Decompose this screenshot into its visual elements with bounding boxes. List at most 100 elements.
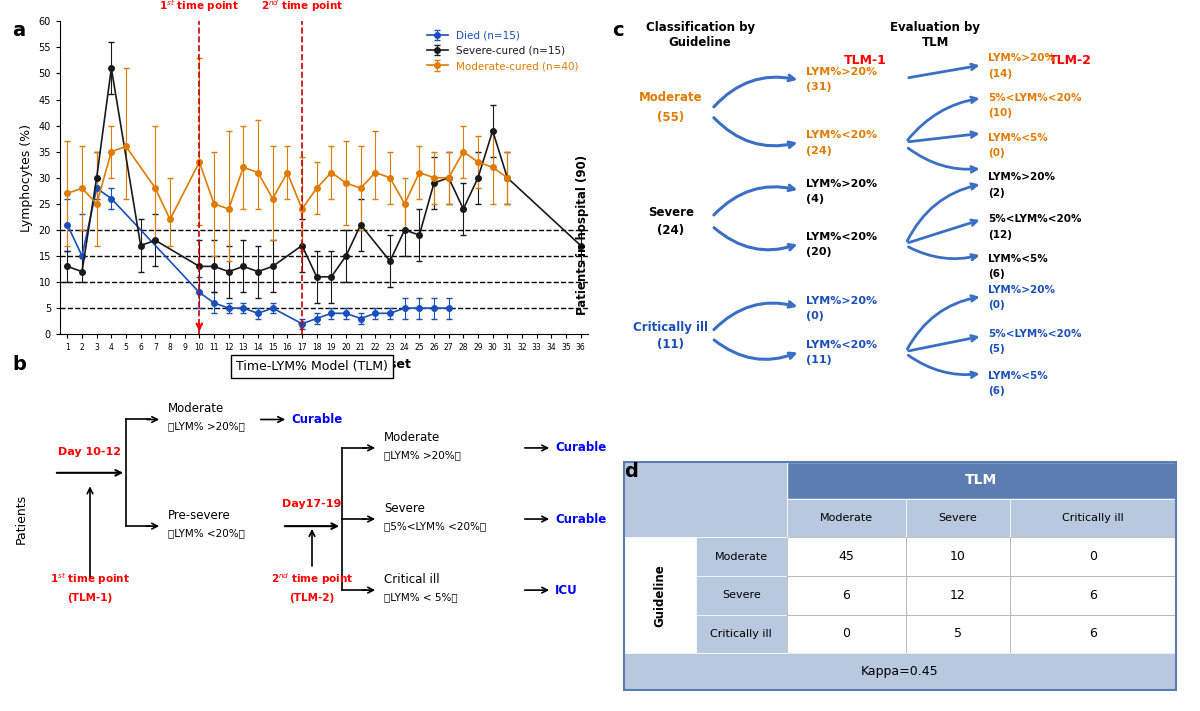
Text: (14): (14) bbox=[989, 69, 1013, 79]
X-axis label: Days after disease onset: Days after disease onset bbox=[238, 358, 410, 370]
Text: 5: 5 bbox=[954, 627, 962, 641]
Text: （LYM% >20%）: （LYM% >20%） bbox=[168, 422, 245, 432]
Text: Evaluation by
TLM: Evaluation by TLM bbox=[890, 21, 980, 49]
Legend: Died (n=15), Severe-cured (n=15), Moderate-cured (n=40): Died (n=15), Severe-cured (n=15), Modera… bbox=[422, 26, 583, 75]
Text: a: a bbox=[12, 21, 25, 41]
Text: (11): (11) bbox=[806, 356, 832, 365]
Text: (20): (20) bbox=[806, 247, 832, 257]
Text: (5): (5) bbox=[989, 344, 1006, 354]
Text: LYM%>20%: LYM%>20% bbox=[806, 67, 877, 77]
Text: Guideline: Guideline bbox=[653, 564, 666, 626]
Text: (11): (11) bbox=[658, 338, 684, 351]
Text: Severe: Severe bbox=[648, 206, 694, 219]
Bar bbox=[696, 614, 787, 653]
Text: LYM%<5%: LYM%<5% bbox=[989, 370, 1048, 380]
Text: 5%<LYM%<20%: 5%<LYM%<20% bbox=[989, 214, 1082, 224]
Text: (4): (4) bbox=[806, 194, 824, 204]
Text: （LYM% <20%）: （LYM% <20%） bbox=[168, 528, 245, 538]
Text: Curable: Curable bbox=[554, 513, 606, 525]
Text: Classification by
Guideline: Classification by Guideline bbox=[646, 21, 755, 49]
Bar bbox=[1010, 576, 1176, 614]
Text: 5%<LYM%<20%: 5%<LYM%<20% bbox=[989, 93, 1082, 103]
Text: 10: 10 bbox=[950, 550, 966, 563]
Text: (2): (2) bbox=[989, 188, 1006, 198]
Text: (55): (55) bbox=[658, 112, 684, 124]
Text: (0): (0) bbox=[989, 300, 1006, 310]
Bar bbox=[787, 614, 906, 653]
Text: Moderate: Moderate bbox=[168, 402, 224, 415]
Text: 12: 12 bbox=[950, 589, 966, 602]
Text: Critically ill: Critically ill bbox=[710, 629, 772, 639]
Text: LYM%<5%: LYM%<5% bbox=[989, 254, 1048, 264]
Text: 5%<LYM%<20%: 5%<LYM%<20% bbox=[989, 328, 1082, 339]
Text: 1$^{st}$ time point: 1$^{st}$ time point bbox=[50, 571, 130, 587]
Text: Severe: Severe bbox=[938, 513, 977, 523]
Text: (6): (6) bbox=[989, 269, 1006, 279]
Bar bbox=[624, 462, 787, 538]
Bar bbox=[1010, 614, 1176, 653]
Bar bbox=[624, 653, 1176, 690]
Text: Patients in hospital (90): Patients in hospital (90) bbox=[576, 154, 589, 315]
Bar bbox=[787, 462, 1176, 498]
Text: (0): (0) bbox=[806, 311, 824, 321]
Text: (TLM-2): (TLM-2) bbox=[289, 593, 335, 603]
Text: Moderate: Moderate bbox=[638, 92, 703, 105]
Text: LYM%>20%: LYM%>20% bbox=[989, 172, 1055, 182]
Text: 1$^{st}$ time point: 1$^{st}$ time point bbox=[160, 0, 239, 14]
Text: b: b bbox=[12, 356, 26, 375]
Text: TLM-2: TLM-2 bbox=[1049, 54, 1092, 67]
Text: Moderate: Moderate bbox=[384, 431, 440, 444]
Text: LYM%>20%: LYM%>20% bbox=[806, 296, 877, 306]
Text: Severe: Severe bbox=[384, 502, 425, 515]
Bar bbox=[696, 538, 787, 576]
Text: （5%<LYM% <20%）: （5%<LYM% <20%） bbox=[384, 521, 486, 531]
Bar bbox=[906, 538, 1010, 576]
Text: 0: 0 bbox=[1090, 550, 1097, 563]
Text: (12): (12) bbox=[989, 230, 1013, 240]
Text: Kappa=0.45: Kappa=0.45 bbox=[862, 665, 938, 678]
Bar bbox=[1010, 538, 1176, 576]
Text: 6: 6 bbox=[842, 589, 850, 602]
Bar bbox=[787, 538, 906, 576]
Bar bbox=[696, 576, 787, 614]
Text: 45: 45 bbox=[839, 550, 854, 563]
Text: Day17-19: Day17-19 bbox=[282, 498, 342, 508]
Text: Critically ill: Critically ill bbox=[634, 321, 708, 333]
Text: 0: 0 bbox=[842, 627, 850, 641]
Text: (TLM-1): (TLM-1) bbox=[67, 593, 113, 603]
Bar bbox=[787, 576, 906, 614]
Text: （LYM% < 5%）: （LYM% < 5%） bbox=[384, 592, 457, 602]
Text: LYM%<20%: LYM%<20% bbox=[806, 340, 877, 350]
Text: Time-LYM% Model (TLM): Time-LYM% Model (TLM) bbox=[236, 360, 388, 373]
Text: LYM%<20%: LYM%<20% bbox=[806, 232, 877, 242]
Text: 2$^{nd}$ time point: 2$^{nd}$ time point bbox=[260, 0, 343, 14]
Text: Moderate: Moderate bbox=[820, 513, 872, 523]
Text: c: c bbox=[612, 21, 624, 41]
Text: Moderate: Moderate bbox=[715, 552, 768, 562]
Bar bbox=[906, 576, 1010, 614]
Text: (24): (24) bbox=[806, 146, 832, 156]
Text: 6: 6 bbox=[1090, 589, 1097, 602]
Y-axis label: Lymphocytes (%): Lymphocytes (%) bbox=[20, 124, 32, 232]
Bar bbox=[906, 498, 1010, 538]
Text: （LYM% >20%）: （LYM% >20%） bbox=[384, 450, 461, 460]
Text: Critically ill: Critically ill bbox=[1062, 513, 1124, 523]
Text: LYM%>20%: LYM%>20% bbox=[806, 179, 877, 189]
Text: (6): (6) bbox=[989, 386, 1006, 396]
Text: Curable: Curable bbox=[554, 442, 606, 454]
Text: Severe: Severe bbox=[722, 590, 761, 600]
Text: Patients: Patients bbox=[14, 494, 28, 544]
Bar bbox=[906, 614, 1010, 653]
Text: LYM%>20%: LYM%>20% bbox=[989, 284, 1055, 295]
Text: LYM%<5%: LYM%<5% bbox=[989, 133, 1048, 143]
Text: d: d bbox=[624, 462, 638, 481]
Text: 2$^{nd}$ time point: 2$^{nd}$ time point bbox=[271, 571, 353, 587]
Text: (31): (31) bbox=[806, 82, 832, 92]
Bar bbox=[1010, 498, 1176, 538]
Text: (10): (10) bbox=[989, 108, 1013, 119]
Bar bbox=[787, 498, 906, 538]
Text: Critical ill: Critical ill bbox=[384, 573, 439, 586]
Text: (24): (24) bbox=[658, 224, 684, 237]
Text: Curable: Curable bbox=[292, 413, 342, 426]
Text: (0): (0) bbox=[989, 148, 1006, 158]
